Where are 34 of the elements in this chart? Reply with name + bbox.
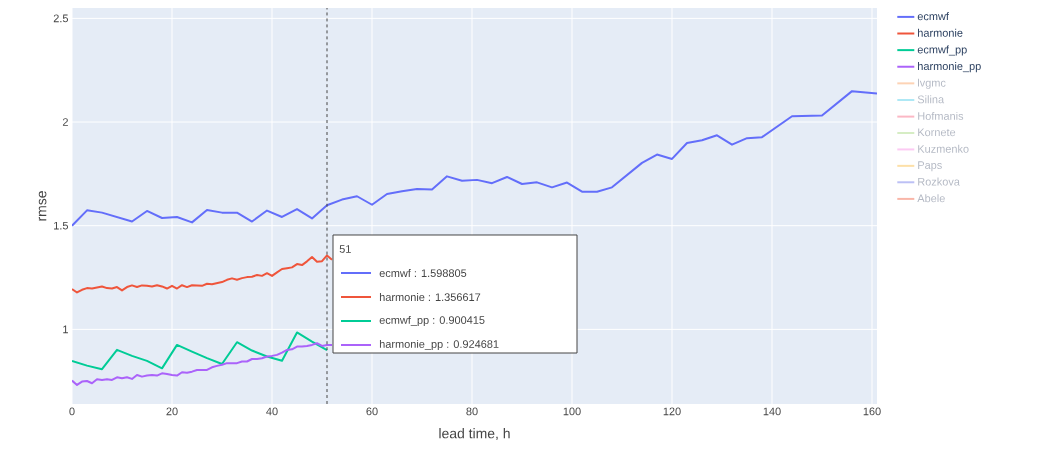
y-axis-title: rmse xyxy=(38,191,47,221)
y-tick-label: 1.5 xyxy=(54,221,69,230)
x-axis-title: lead time, h xyxy=(439,428,510,441)
x-tick-label: 20 xyxy=(166,407,178,416)
x-tick-label: 40 xyxy=(266,407,278,416)
legend-label: Paps xyxy=(918,161,942,172)
legend-label: harmonie xyxy=(918,28,963,37)
legend-label: Rozkova xyxy=(918,177,960,186)
legend-label: Hofmanis xyxy=(918,111,964,120)
y-tick-label: 1 xyxy=(63,325,68,334)
legend-label: harmonie_pp xyxy=(918,62,981,73)
annotation: harmonie_pp : 0.924681 xyxy=(379,339,499,351)
x-tick-label: 80 xyxy=(466,407,478,416)
x-tick-label: 120 xyxy=(663,407,681,416)
y-tick-label: 2.5 xyxy=(53,14,69,23)
line-series xyxy=(72,90,878,227)
legend-label: Kornete xyxy=(918,128,956,137)
legend-label: Silina xyxy=(917,95,945,104)
x-tick-label: 60 xyxy=(366,407,378,416)
legend-label: ecmwf xyxy=(917,12,949,21)
x-tick-label: 160 xyxy=(863,407,881,416)
y-tick-label: 2 xyxy=(62,118,68,126)
annotation: ecmwf : 1.598805 xyxy=(379,268,467,278)
x-tick-label: 0 xyxy=(69,407,75,416)
legend-label: lvgmc xyxy=(918,78,946,89)
line-series xyxy=(72,331,328,371)
legend-label: ecmwf_pp xyxy=(917,45,967,56)
annotation: 51 xyxy=(339,245,351,253)
annotation: ecmwf_pp : 0.900415 xyxy=(379,315,485,327)
x-tick-label: 100 xyxy=(563,407,581,416)
annotation: harmonie : 1.356617 xyxy=(379,292,481,302)
legend-label: Kuzmenko xyxy=(918,144,969,153)
x-tick-label: 140 xyxy=(763,407,781,416)
legend-label: Abele xyxy=(917,194,945,203)
